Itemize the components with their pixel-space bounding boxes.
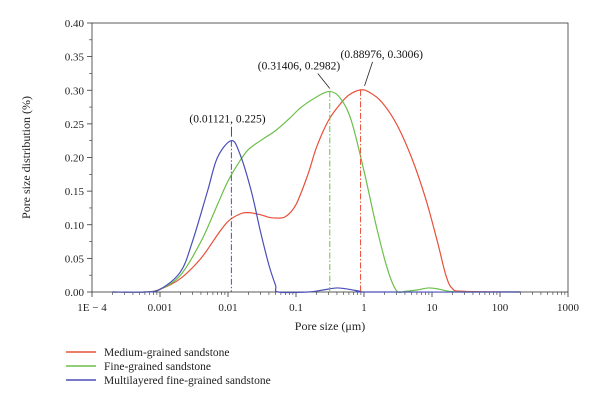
y-tick-label: 0.25: [65, 119, 85, 131]
legend: Medium-grained sandstone Fine-grained san…: [66, 347, 271, 387]
annotation-label: (0.31406, 0.2982): [258, 60, 341, 72]
legend-label: Medium-grained sandstone: [104, 347, 230, 359]
series-line-1: [112, 90, 521, 294]
annotation-label: (0.01121, 0.225): [189, 114, 265, 126]
x-tick-label: 1000: [557, 302, 580, 314]
y-tick-label: 0.15: [65, 186, 85, 198]
x-tick-label: 0.1: [289, 302, 303, 314]
series-line-2: [112, 140, 521, 294]
y-axis-title: Pore size distribution (%): [19, 96, 33, 219]
y-tick-label: 0.05: [65, 253, 85, 265]
y-tick-label: 0.10: [65, 220, 85, 232]
annotation-label: (0.88976, 0.3006): [341, 49, 424, 61]
y-tick-label: 0.20: [65, 153, 85, 165]
series-line-0: [112, 89, 521, 293]
annotation-leader: [364, 61, 373, 86]
x-tick-label: 10: [427, 302, 439, 314]
series-layer: [112, 89, 521, 294]
y-tick-label: 0.40: [65, 18, 85, 30]
annotations-layer: (0.01121, 0.225) (0.31406, 0.2982)(0.8897…: [189, 49, 423, 292]
x-tick-label: 0.01: [218, 302, 237, 314]
x-tick-label: 1: [361, 302, 367, 314]
x-tick-label: 1E − 4: [77, 302, 107, 314]
annotation-leader: [317, 73, 331, 89]
x-tick-label: 100: [492, 302, 509, 314]
legend-label: Fine-grained sandstone: [104, 361, 211, 373]
axes: 1E − 4 0.001 0.01 0.1 1 10 100 1000 0.00 0.05 0.10…: [19, 18, 580, 333]
y-tick-label: 0.30: [65, 85, 85, 97]
y-tick-label: 0.00: [65, 287, 85, 299]
x-tick-label: 0.001: [148, 302, 173, 314]
x-axis-title: Pore size (μm): [295, 319, 365, 333]
y-tick-label: 0.35: [65, 52, 85, 64]
legend-label: Multilayered fine-grained sandstone: [104, 375, 271, 387]
